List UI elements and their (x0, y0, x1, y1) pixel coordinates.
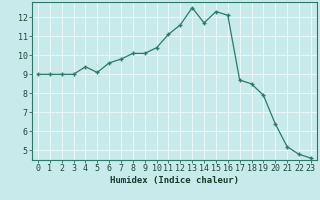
X-axis label: Humidex (Indice chaleur): Humidex (Indice chaleur) (110, 176, 239, 185)
